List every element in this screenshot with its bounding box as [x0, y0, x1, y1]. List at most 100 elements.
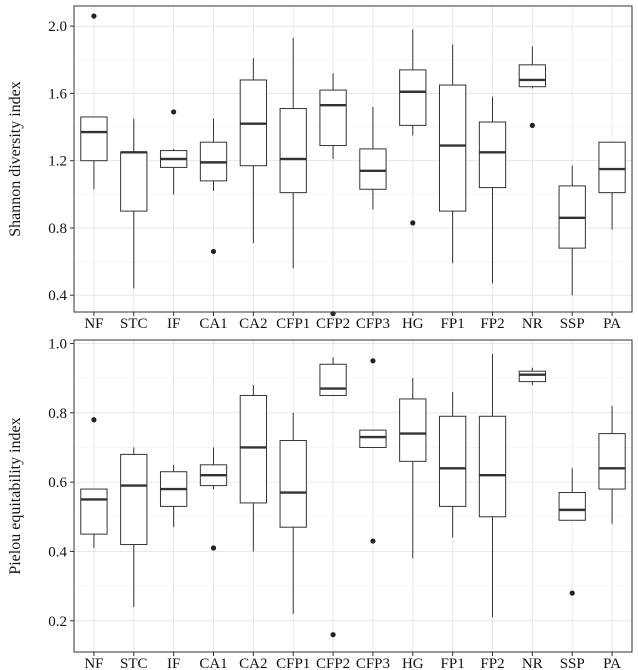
- interquartile-box: [598, 433, 626, 490]
- box-NF: [80, 13, 108, 190]
- outlier-point: [370, 538, 376, 544]
- interquartile-box: [518, 370, 547, 383]
- box-CFP1: [279, 37, 307, 269]
- outlier-point: [370, 358, 376, 364]
- box-FP2: [478, 96, 507, 284]
- x-tick-label: SSP: [560, 656, 585, 670]
- box-FP1: [438, 392, 467, 538]
- outlier-point: [171, 109, 177, 115]
- box-CFP3: [359, 358, 387, 544]
- x-tick-label: NF: [84, 316, 103, 332]
- x-tick-label: CFP1: [276, 656, 310, 670]
- x-tick-label: FP1: [441, 316, 465, 332]
- panel-2: 0.2 0.4 0.6 0.8 1.0 NF STC IF CA1 CA2 CFP1 CFP2 CFP3…: [7, 336, 633, 670]
- outlier-point: [410, 220, 416, 226]
- interquartile-box: [399, 398, 427, 462]
- box-FP1: [438, 44, 467, 264]
- x-tick-label: FP1: [441, 656, 465, 670]
- x-tick-label: FP2: [480, 656, 504, 670]
- box-NF: [80, 417, 108, 548]
- box-CFP1: [279, 412, 307, 614]
- y-tick-label: 0.8: [48, 406, 67, 422]
- x-tick-label: FP2: [480, 316, 504, 332]
- x-tick-label: HG: [402, 316, 424, 332]
- interquartile-box: [120, 453, 148, 546]
- y-tick-label: 2.0: [48, 19, 67, 35]
- box-SSP: [558, 165, 586, 296]
- x-tick-label: IF: [167, 656, 180, 670]
- box-SSP: [558, 468, 586, 596]
- x-tick-label: CA1: [199, 656, 227, 670]
- box-PA: [598, 405, 626, 524]
- x-tick-label: IF: [167, 316, 180, 332]
- interquartile-box: [80, 116, 108, 162]
- x-tick-label: SSP: [560, 316, 585, 332]
- box-CFP3: [359, 106, 387, 210]
- interquartile-box: [120, 151, 148, 212]
- box-HG: [399, 378, 427, 559]
- x-tick-label: CA1: [199, 316, 227, 332]
- y-tick-label: 1.6: [48, 86, 67, 102]
- box-IF: [159, 464, 188, 528]
- box-CFP2: [319, 73, 347, 317]
- box-HG: [399, 29, 427, 226]
- interquartile-box: [558, 492, 586, 521]
- x-tick-label: CA2: [239, 656, 267, 670]
- interquartile-box: [518, 64, 547, 88]
- x-tick-label: NR: [522, 656, 543, 670]
- x-tick-label: CFP1: [276, 316, 310, 332]
- x-tick-label: HG: [402, 656, 424, 670]
- x-tick-label: CFP3: [356, 316, 390, 332]
- outlier-point: [210, 545, 217, 551]
- interquartile-box: [478, 121, 507, 189]
- interquartile-box: [319, 89, 347, 147]
- interquartile-box: [478, 415, 507, 518]
- panel-1: 0.4 0.8 1.2 1.6 2.0 NF STC IF CA1 CA2 CFP1 CFP2 CFP3…: [7, 5, 633, 332]
- x-tick-label: STC: [120, 656, 148, 670]
- outlier-point: [91, 417, 97, 423]
- box-FP2: [478, 353, 507, 618]
- interquartile-box: [319, 363, 347, 396]
- y-tick-label: 0.4: [48, 288, 67, 304]
- outlier-point: [569, 590, 575, 596]
- box-STC: [120, 118, 148, 289]
- box-NR: [518, 46, 547, 128]
- plot-frame: [73, 339, 633, 653]
- interquartile-box: [598, 141, 626, 194]
- interquartile-box: [239, 394, 268, 504]
- interquartile-box: [359, 148, 387, 190]
- interquartile-box: [399, 69, 427, 126]
- y-tick-label: 0.8: [48, 221, 67, 237]
- y-tick-label: 1.0: [48, 336, 67, 352]
- y-tick-label: 0.6: [48, 475, 67, 491]
- x-tick-label: CFP2: [316, 656, 350, 670]
- interquartile-box: [80, 488, 108, 535]
- box-CA2: [239, 385, 268, 552]
- box-CA1: [199, 118, 228, 255]
- box-CA2: [239, 58, 268, 244]
- outlier-point: [91, 13, 97, 19]
- interquartile-box: [438, 84, 467, 212]
- box-CA1: [199, 447, 228, 551]
- x-tick-label: CFP2: [316, 316, 350, 332]
- box-CFP2: [319, 357, 347, 638]
- x-tick-label: PA: [603, 656, 621, 670]
- y-axis-label: Shannon diversity index: [7, 81, 24, 237]
- x-tick-label: CFP3: [356, 656, 390, 670]
- outlier-point: [330, 632, 336, 638]
- interquartile-box: [438, 415, 467, 507]
- interquartile-box: [279, 108, 307, 194]
- x-tick-label: NR: [522, 316, 543, 332]
- outlier-point: [210, 248, 217, 255]
- outlier-point: [529, 122, 535, 128]
- plot-frame: [73, 5, 633, 313]
- interquartile-box: [279, 440, 307, 528]
- box-NR: [518, 367, 547, 386]
- x-tick-label: PA: [603, 316, 621, 332]
- interquartile-box: [359, 429, 387, 448]
- y-axis-label: Pielou equitability index: [7, 417, 24, 574]
- y-tick-label: 0.2: [48, 614, 67, 630]
- x-tick-label: STC: [120, 316, 148, 332]
- y-tick-label: 0.4: [48, 544, 67, 560]
